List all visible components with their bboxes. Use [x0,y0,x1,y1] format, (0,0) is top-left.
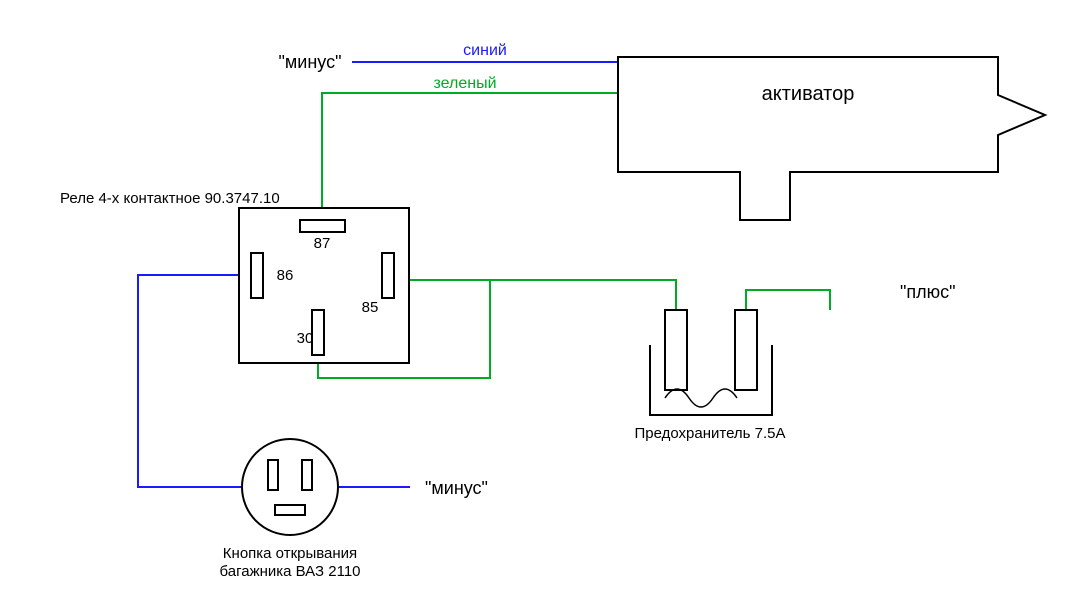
relay-pin-label-87: 87 [314,235,331,252]
relay-pin-30 [312,310,324,355]
activator-body [618,57,1045,220]
relay-pin-86 [251,253,263,298]
button-pin-1 [302,460,312,490]
label-wire-blue: синий [463,42,507,59]
button-pin-0 [268,460,278,490]
button-caption-1: Кнопка открывания [223,545,357,562]
label-wire-green: зеленый [433,75,496,92]
relay-pin-85 [382,253,394,298]
fuse-leg-right [735,310,757,390]
fuse-filament [665,389,737,407]
relay-pin-label-86: 86 [277,267,294,284]
button-pin-2 [275,505,305,515]
relay-pin-label-30: 30 [297,330,314,347]
label-minus-2: "минус" [425,478,488,498]
fuse-leg-left [665,310,687,390]
green-relay87-to-activator [322,93,618,208]
green-fuse-right-to-plus [746,290,830,310]
relay-pin-87 [300,220,345,232]
relay-pin-label-85: 85 [362,299,379,316]
relay-caption: Реле 4-х контактное 90.3747.10 [60,190,280,207]
fuse-caption: Предохранитель 7.5А [634,425,785,442]
label-plus: "плюс" [900,282,956,302]
activator-label: активатор [762,83,855,105]
label-minus-1: "минус" [279,52,342,72]
blue-relay86-to-button [138,275,242,487]
button-circle [242,439,338,535]
button-caption-2: багажника ВАЗ 2110 [220,563,361,580]
